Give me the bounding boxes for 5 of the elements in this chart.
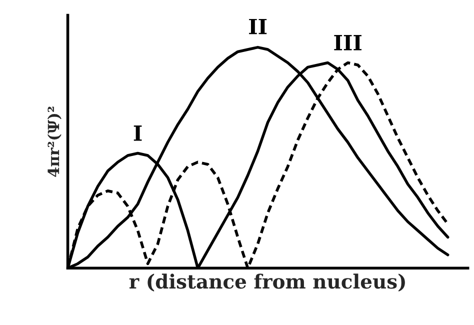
x-axis-title: r (distance from nucleus) [129, 274, 405, 292]
series-label: II [249, 18, 267, 34]
y-axis-title: 4πr²(Ψ)² [47, 106, 62, 177]
series-label: III [334, 35, 362, 50]
series-label: I [134, 126, 142, 141]
